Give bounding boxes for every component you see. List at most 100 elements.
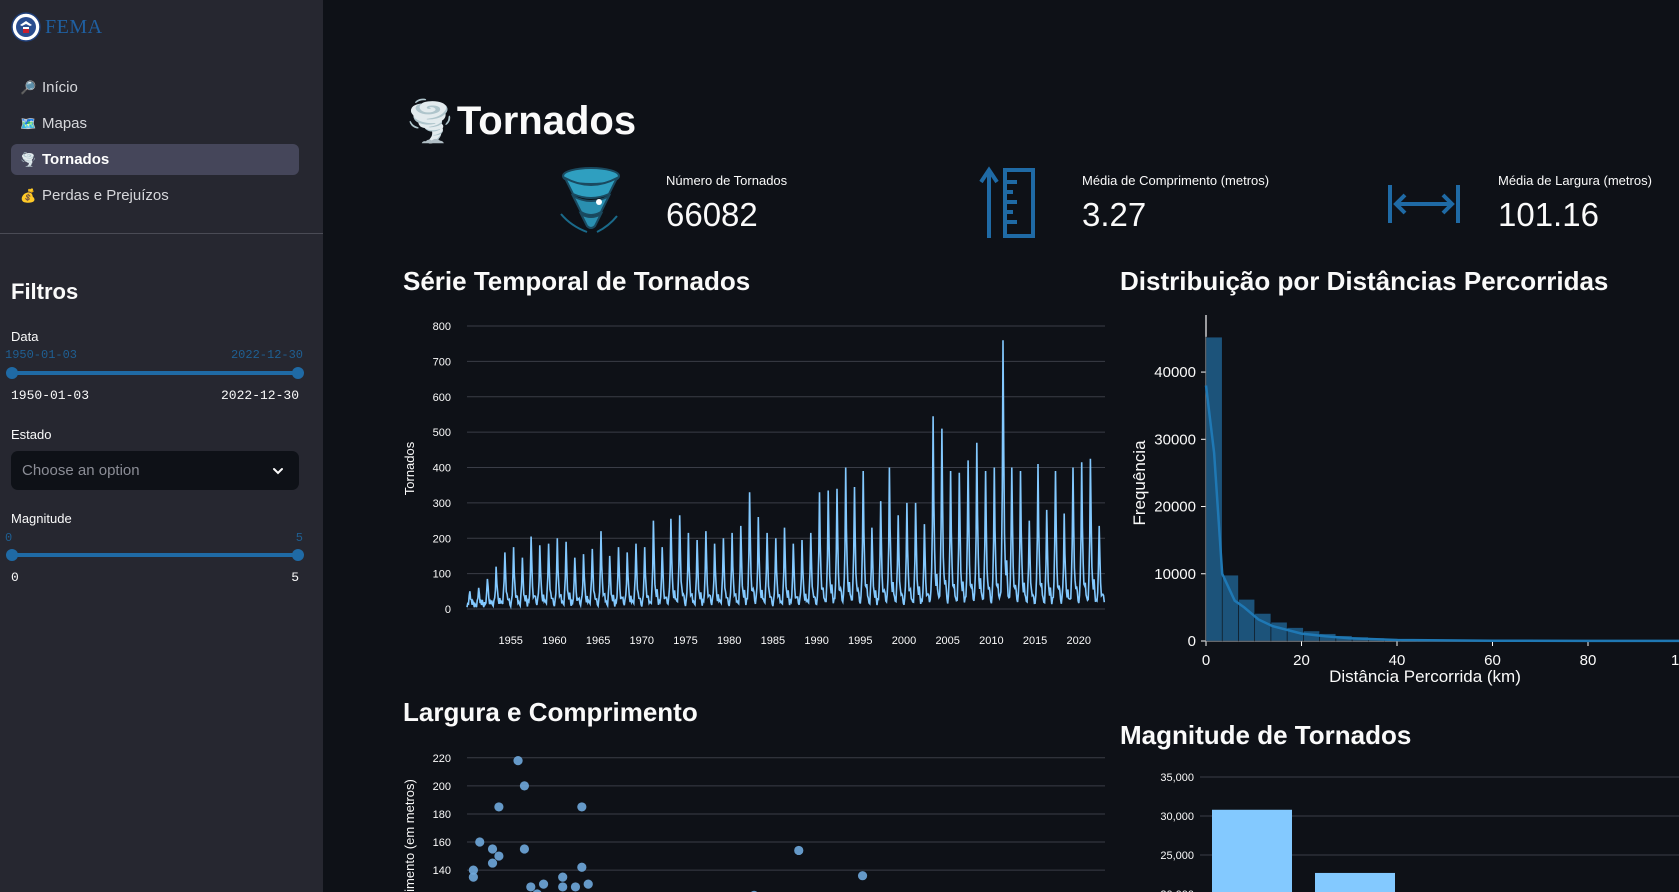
date-slider-min: 1950-01-03 — [5, 348, 78, 362]
magnitude-slider-start-value: 0 — [11, 570, 19, 585]
scatter-point — [558, 882, 568, 892]
y-tick-label: 30000 — [1154, 431, 1196, 448]
y-axis-label: Tornados — [402, 441, 417, 495]
metric-label: Média de Largura (metros) — [1498, 173, 1652, 188]
sidebar-item-mapas[interactable]: 🗺️ Mapas — [11, 108, 299, 139]
metric-value: 101.16 — [1498, 196, 1599, 233]
scatter-point — [558, 872, 568, 882]
x-tick-label: 2015 — [1023, 635, 1047, 647]
x-tick-label: 2000 — [892, 635, 916, 647]
scatter-point — [487, 858, 498, 868]
y-tick-label: 20000 — [1154, 499, 1196, 516]
width-arrows-icon — [1388, 185, 1460, 223]
timeseries-chart[interactable]: 0 100 200 300 400 500 600 700 800 1955 1960 1965 197… — [400, 310, 1110, 655]
x-tick-label: 1980 — [717, 635, 741, 647]
y-tick-label: 400 — [433, 463, 451, 475]
x-tick-label: 40 — [1389, 652, 1406, 669]
x-tick-label: 60 — [1484, 652, 1501, 669]
y-tick-label: 300 — [433, 498, 451, 510]
distance-histogram-chart[interactable]: 0 10000 20000 30000 40000 0 20 40 60 80 100 Distânc… — [1125, 315, 1679, 690]
magnitude-filter-label: Magnitude — [11, 511, 72, 526]
map-icon: 🗺️ — [20, 115, 37, 131]
width-length-scatter-chart[interactable]: 120140160180200220Comprimento (em metros… — [400, 740, 1110, 892]
filters-title: Filtros — [11, 279, 79, 304]
sidebar-item-label: Início — [42, 79, 78, 96]
x-axis-label: Distância Percorrida (km) — [1329, 667, 1521, 686]
y-tick-label: 500 — [433, 427, 451, 439]
sidebar-item-tornados[interactable]: 🌪️ Tornados — [11, 144, 299, 175]
timeseries-line — [466, 340, 1106, 610]
sidebar-item-inicio[interactable]: 🔎 Início — [11, 72, 299, 103]
x-tick-label: 0 — [1202, 652, 1210, 669]
x-tick-label: 1965 — [586, 635, 610, 647]
x-tick-label: 1955 — [498, 635, 522, 647]
y-axis-label: Frequência — [1130, 440, 1149, 526]
chevron-down-icon — [273, 468, 283, 475]
x-tick-label: 80 — [1580, 652, 1597, 669]
scatter-point — [487, 844, 498, 854]
fema-logo[interactable]: FEMA — [11, 12, 103, 42]
scatter-point — [533, 889, 542, 892]
x-tick-label: 1995 — [848, 635, 872, 647]
dhs-seal-icon — [11, 12, 41, 42]
logo-text: FEMA — [45, 15, 103, 38]
date-slider-max: 2022-12-30 — [230, 348, 303, 362]
scatter-point — [468, 865, 478, 875]
scatter-point — [538, 879, 549, 889]
scatter-point — [468, 872, 478, 882]
state-filter-label: Estado — [11, 427, 52, 442]
metric-value: 3.27 — [1082, 196, 1147, 233]
date-slider-track[interactable] — [6, 367, 304, 379]
magnitude-slider-start-handle[interactable] — [6, 549, 18, 561]
tornado-title-icon: 🌪️ — [405, 100, 455, 144]
page-title-text: Tornados — [456, 99, 637, 143]
x-tick-label: 100 — [1671, 652, 1679, 669]
y-axis-label: Comprimento (em metros) — [402, 779, 417, 892]
scatter-point — [526, 882, 536, 892]
sidebar-item-perdas[interactable]: 💰 Perdas e Prejuízos — [11, 180, 299, 211]
scatter-point — [475, 837, 485, 847]
y-tick-label: 220 — [433, 753, 451, 765]
date-slider-start-value: 1950-01-03 — [11, 388, 90, 403]
x-tick-label: 1970 — [630, 635, 654, 647]
scatter-point — [570, 882, 581, 892]
x-tick-label: 2010 — [979, 635, 1003, 647]
scatter-point — [519, 844, 530, 854]
sidebar-item-label: Perdas e Prejuízos — [42, 187, 169, 204]
scatter-point — [519, 781, 530, 791]
y-tick-label: 700 — [433, 356, 451, 368]
metric-label: Número de Tornados — [666, 173, 788, 188]
magnitude-slider-end-value: 5 — [291, 570, 299, 585]
metric-label: Média de Comprimento (metros) — [1082, 173, 1270, 188]
scatter-point — [794, 845, 804, 856]
y-tick-label: 25,000 — [1160, 850, 1194, 862]
magnitude-slider-end-handle[interactable] — [292, 549, 304, 561]
width-length-title: Largura e Comprimento — [403, 697, 698, 727]
date-slider-start-handle[interactable] — [6, 367, 18, 379]
y-tick-label: 600 — [433, 392, 451, 404]
sidebar-divider — [0, 233, 323, 234]
y-tick-label: 200 — [433, 533, 451, 545]
magnitude-bar-chart[interactable]: 20,000 25,000 30,000 35,000 — [1120, 765, 1679, 892]
state-select-placeholder: Choose an option — [22, 462, 140, 479]
date-slider-end-handle[interactable] — [292, 367, 304, 379]
magnifier-icon: 🔎 — [20, 79, 37, 95]
x-tick-label: 20 — [1293, 652, 1310, 669]
histogram-bar — [1221, 574, 1239, 642]
date-slider-end-value: 2022-12-30 — [220, 388, 299, 403]
y-tick-label: 20,000 — [1160, 889, 1194, 892]
sidebar-nav: 🔎 Início 🗺️ Mapas 🌪️ Tornados 💰 Perdas e… — [11, 72, 299, 216]
money-bag-icon: 💰 — [20, 187, 37, 203]
y-tick-label: 10000 — [1154, 566, 1196, 583]
magnitude-slider-track[interactable] — [6, 549, 304, 561]
y-tick-label: 40000 — [1154, 364, 1196, 381]
state-select[interactable]: Choose an option — [11, 451, 299, 490]
distance-distribution-title: Distribuição por Distâncias Percorridas — [1120, 266, 1609, 296]
y-tick-label: 140 — [433, 865, 451, 877]
magnitude-bar — [1212, 809, 1292, 892]
magnitude-title: Magnitude de Tornados — [1120, 720, 1412, 750]
x-tick-label: 2020 — [1067, 635, 1091, 647]
ruler-icon — [979, 166, 1035, 238]
histogram-bar — [1270, 621, 1288, 642]
y-tick-label: 100 — [433, 569, 451, 581]
